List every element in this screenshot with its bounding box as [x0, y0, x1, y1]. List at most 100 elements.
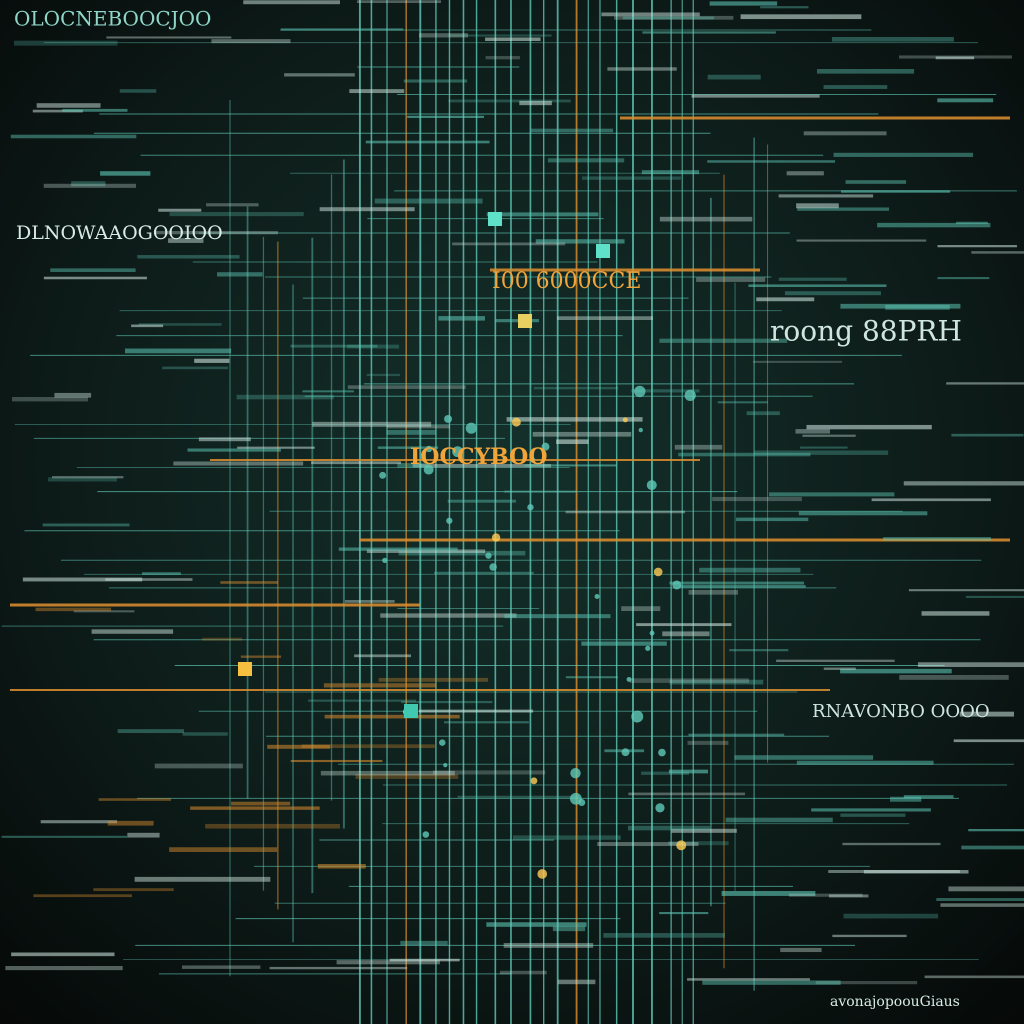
glyph-row: [831, 36, 954, 42]
glyph-row: [206, 203, 259, 207]
glyph-row: [636, 623, 732, 627]
dot: [594, 594, 600, 599]
glyph-row: [407, 115, 484, 118]
glyph-row: [190, 806, 320, 810]
glyph-row: [614, 15, 734, 20]
glyph-row: [485, 56, 520, 60]
glyph-row: [883, 537, 991, 541]
glyph-row: [668, 769, 709, 774]
glyph-row: [597, 842, 699, 847]
glyph-row: [91, 629, 174, 634]
glyph-row: [940, 903, 1024, 907]
glyph-row: [823, 667, 856, 670]
glyph-row: [842, 842, 941, 846]
glyph-row: [709, 1, 778, 6]
glyph-row: [155, 231, 278, 235]
dot: [491, 533, 501, 542]
glyph-row: [499, 970, 547, 975]
glyph-row: [557, 979, 596, 985]
glyph-row: [52, 476, 124, 479]
glyph-row: [35, 607, 112, 612]
glyph-row: [756, 297, 815, 302]
glyph-row: [134, 876, 271, 882]
dot: [634, 385, 646, 398]
glyph-row: [948, 886, 1024, 892]
glyph-row: [168, 238, 204, 243]
glyph-row: [796, 203, 839, 209]
glyph-row: [784, 291, 881, 296]
glyph-row: [641, 771, 690, 775]
glyph-row: [840, 813, 906, 817]
glyph-row: [547, 158, 625, 163]
glyph-row: [444, 721, 529, 724]
glyph-row: [725, 817, 833, 823]
text-layer: OLOCNEBOOCJOO DLNOWAAOGOOIOO I00 6000CCE…: [14, 7, 990, 1011]
label: RNAVONBO OOOO: [812, 701, 990, 722]
dot: [537, 869, 548, 879]
dot: [684, 389, 696, 402]
glyph-row: [319, 207, 415, 212]
glyph-row: [607, 67, 677, 71]
glyph-row: [182, 732, 228, 736]
glyph-row: [668, 841, 729, 846]
glyph-row: [679, 585, 806, 588]
glyph-row: [524, 464, 617, 467]
glyph-row: [769, 492, 895, 497]
label: I00 6000CCE: [492, 269, 641, 294]
glyph-row: [237, 446, 315, 449]
glyph-row: [899, 674, 1009, 680]
glyph-row: [187, 448, 281, 452]
glyph-row: [917, 662, 1024, 668]
glyph-row: [378, 677, 488, 682]
glyph-row: [937, 245, 1017, 248]
dot: [423, 464, 434, 475]
glyph-row: [843, 913, 939, 919]
glyph-row: [386, 425, 451, 429]
dot: [452, 446, 464, 458]
dot: [622, 417, 628, 423]
glyph-row: [532, 431, 632, 437]
glyph-row: [924, 975, 1024, 979]
glyph-row: [688, 733, 785, 736]
glyph-row: [903, 481, 1024, 486]
glyph-row: [823, 85, 888, 89]
glyph-row: [936, 898, 1024, 902]
glyph-row: [504, 490, 577, 493]
glyph-row: [832, 934, 907, 938]
glyph-row: [486, 212, 599, 217]
highlight: [488, 212, 502, 226]
dot: [530, 457, 535, 462]
dot: [658, 748, 666, 757]
glyph-row: [11, 952, 115, 957]
glyph-row: [798, 511, 928, 516]
glyph-row: [320, 770, 455, 776]
glyph-row: [419, 33, 469, 38]
glyph-row: [347, 385, 466, 389]
glyph-row: [506, 417, 643, 422]
glyph-row: [786, 171, 824, 176]
glyph-row: [503, 942, 594, 948]
glyph-row: [280, 28, 404, 31]
glyph-row: [243, 0, 340, 5]
glyph-row: [811, 808, 931, 812]
glyph-row: [707, 74, 761, 80]
glyph-row: [951, 433, 1024, 437]
glyph-row: [389, 958, 460, 962]
glyph-row: [311, 461, 402, 465]
dot: [485, 552, 492, 559]
glyph-row: [921, 611, 990, 616]
dot: [527, 504, 534, 511]
label: IOCCYBOO: [410, 444, 548, 470]
glyph-row: [903, 795, 954, 799]
glyph-row: [42, 523, 130, 527]
glyph-row: [841, 190, 951, 193]
dot: [425, 445, 433, 453]
glyph-row: [169, 847, 278, 852]
dot: [530, 777, 538, 785]
glyph-row: [953, 739, 1024, 743]
glyph-row: [93, 888, 174, 892]
dot: [511, 417, 521, 427]
glyph-row: [12, 397, 88, 402]
glyph-row: [269, 966, 408, 970]
glyph-row: [581, 641, 667, 646]
